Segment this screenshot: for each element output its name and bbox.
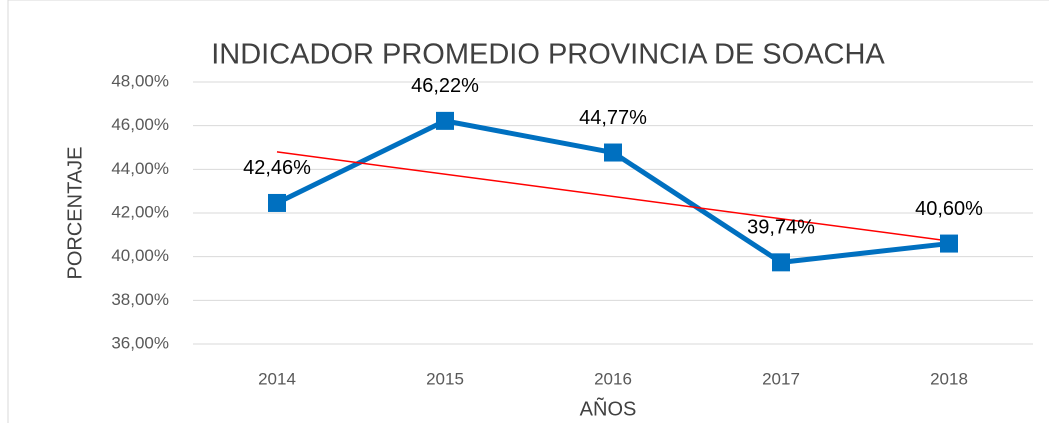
x-axis-label: AÑOS	[580, 396, 637, 420]
data-label: 44,77%	[579, 107, 647, 129]
y-axis-label: PORCENTAJE	[64, 147, 86, 280]
y-tick-label: 48,00%	[111, 71, 169, 90]
marker	[268, 193, 286, 212]
marker	[940, 234, 958, 253]
y-tick-label: 42,00%	[111, 202, 169, 221]
data-label: 42,46%	[243, 157, 311, 179]
x-tick-label: 2018	[930, 369, 968, 388]
y-tick-label: 44,00%	[111, 159, 169, 178]
data-label: 39,74%	[747, 217, 815, 239]
chart-border	[7, 0, 1049, 423]
y-tick-label: 36,00%	[111, 333, 169, 352]
y-tick-label: 40,00%	[111, 246, 169, 265]
data-label: 40,60%	[915, 198, 983, 220]
x-tick-label: 2017	[762, 369, 800, 388]
y-tick-label: 46,00%	[111, 115, 169, 134]
marker	[772, 253, 790, 272]
marker	[604, 143, 622, 162]
y-tick-label: 38,00%	[111, 290, 169, 309]
x-tick-label: 2015	[426, 369, 464, 388]
data-label: 46,22%	[411, 75, 479, 97]
trendline	[276, 151, 950, 242]
series-line	[275, 118, 950, 265]
chart-title: INDICADOR PROMEDIO PROVINCIA DE SOACHA	[211, 39, 885, 71]
marker	[436, 111, 454, 130]
x-tick-label: 2016	[594, 369, 632, 388]
x-tick-label: 2014	[258, 369, 296, 388]
